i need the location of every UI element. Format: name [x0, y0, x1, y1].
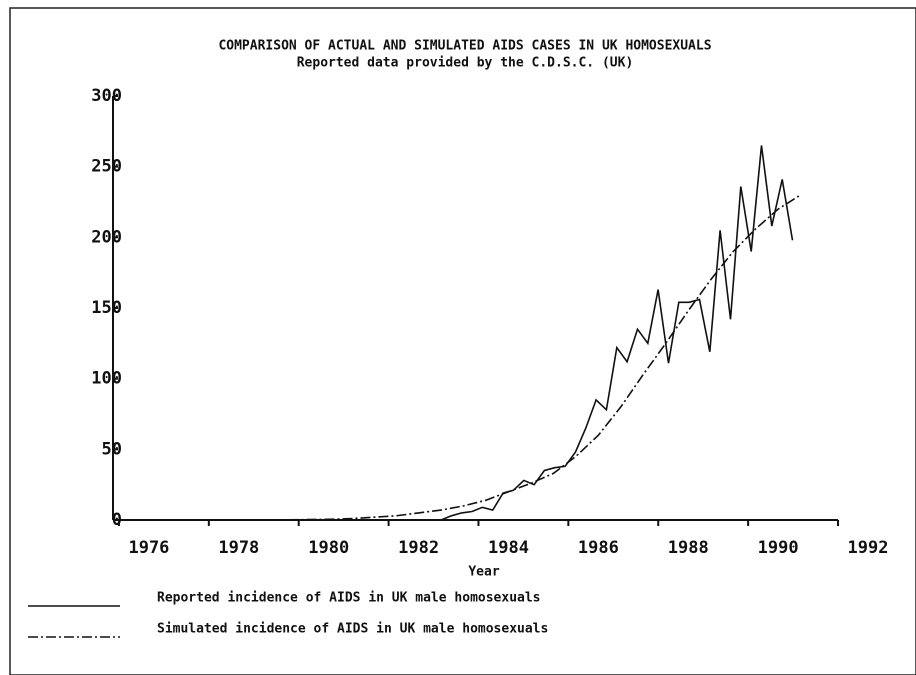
series-line: [126, 194, 802, 521]
y-tick-label: 250: [91, 157, 122, 177]
y-tick-label: 0: [112, 510, 122, 530]
chart-subtitle: Reported data provided by the C.D.S.C. (…: [297, 56, 634, 71]
y-tick-label: 150: [91, 298, 122, 318]
y-tick-label: 100: [91, 369, 122, 389]
x-tick-label: 1982: [398, 538, 439, 558]
y-tick-label: 50: [102, 439, 122, 459]
chart-title: COMPARISON OF ACTUAL AND SIMULATED AIDS …: [218, 39, 711, 54]
x-tick-label: 1980: [308, 538, 349, 558]
x-tick-label: 1988: [668, 538, 709, 558]
frame: [9, 7, 916, 675]
y-tick-label: 200: [91, 227, 122, 247]
x-tick-label: 1976: [128, 538, 169, 558]
x-tick-label: 1992: [848, 538, 889, 558]
x-tick-label: 1984: [488, 538, 529, 558]
x-axis-label: Year: [468, 565, 499, 580]
y-tick-label: 300: [91, 86, 122, 106]
x-tick-label: 1986: [578, 538, 619, 558]
x-tick-label: 1990: [758, 538, 799, 558]
x-tick-label: 1978: [218, 538, 259, 558]
legend-label: Simulated incidence of AIDS in UK male h…: [157, 622, 548, 637]
legend-label: Reported incidence of AIDS in UK male ho…: [157, 591, 541, 606]
series-line: [440, 145, 794, 521]
